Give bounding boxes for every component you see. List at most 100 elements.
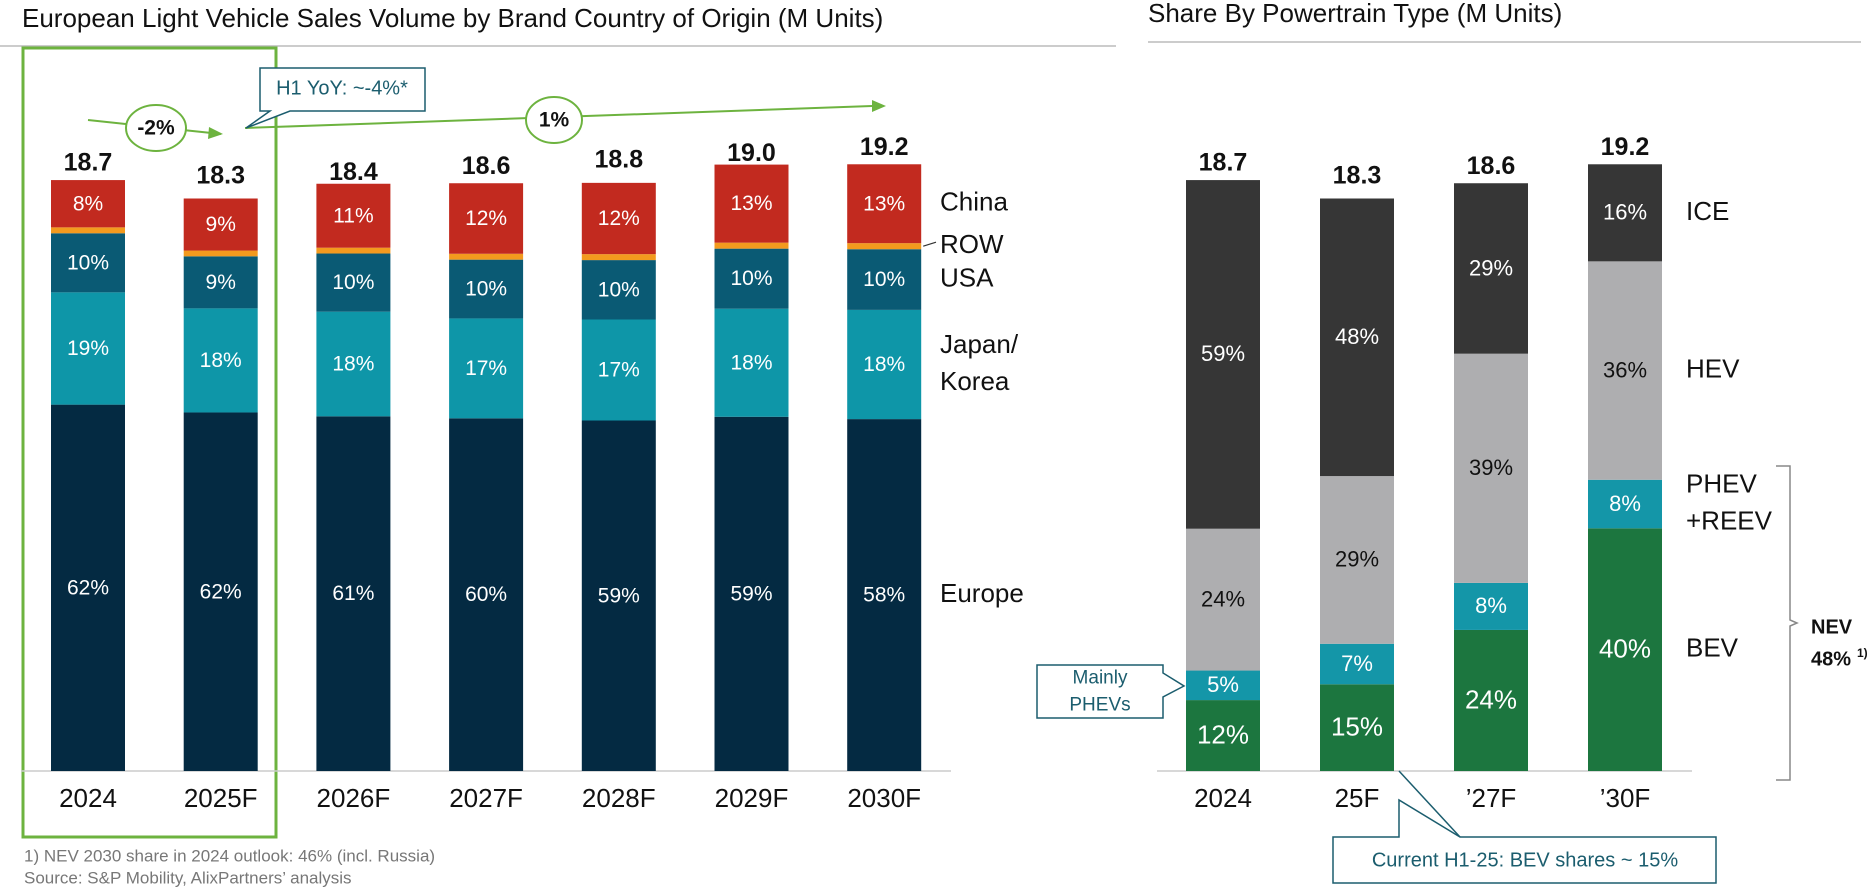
bar-segment: [1454, 183, 1528, 354]
segment-label: 12%: [465, 207, 507, 230]
series-label: ICE: [1686, 196, 1729, 226]
segment-label: 61%: [332, 582, 374, 605]
segment-label: 13%: [863, 192, 905, 215]
segment-label: 18%: [730, 351, 772, 374]
bar-segment: [1186, 700, 1260, 771]
bar-segment: [714, 308, 789, 417]
x-tick-label: 2024: [1194, 783, 1252, 813]
segment-label: 36%: [1603, 357, 1647, 382]
bar-segment: [1588, 261, 1662, 480]
segment-label: 59%: [598, 584, 640, 607]
total-label: 19.2: [860, 133, 909, 161]
segment-label: 9%: [206, 271, 236, 294]
segment-label: 59%: [730, 582, 772, 605]
x-tick-label: 2025F: [184, 783, 258, 813]
bar-segment: [581, 319, 656, 421]
bar-segment: [449, 418, 524, 771]
callout-line: [1398, 770, 1461, 838]
segment-label: 24%: [1201, 586, 1245, 611]
bar-segment: [1454, 582, 1528, 630]
bar-segment: [316, 183, 391, 248]
bar-segment: [714, 242, 789, 249]
x-tick-label: ’27F: [1466, 783, 1517, 813]
bar-segment: [51, 180, 125, 228]
chart-title: Share By Powertrain Type (M Units): [1148, 0, 1562, 28]
chart-title: European Light Vehicle Sales Volume by B…: [22, 3, 883, 33]
total-label: 19.0: [727, 139, 776, 167]
series-label: China: [940, 187, 1008, 217]
nev-label: NEV: [1811, 616, 1853, 638]
segment-label: 18%: [332, 353, 374, 376]
segment-label: 62%: [200, 580, 242, 603]
bar-segment: [449, 183, 524, 254]
segment-label: 12%: [1197, 719, 1249, 749]
bar-segment: [316, 416, 391, 771]
segment-label: 19%: [67, 337, 109, 360]
bar-segment: [51, 233, 125, 293]
bar-segment: [847, 309, 922, 420]
arrow-head: [872, 100, 886, 112]
series-label: USA: [940, 262, 994, 292]
bar-segment: [1454, 629, 1528, 771]
bar-segment: [183, 250, 258, 257]
bar-segment: [51, 292, 125, 405]
bar-segment: [316, 311, 391, 417]
bar-segment: [714, 416, 789, 771]
callout-box: [245, 67, 426, 129]
bar-segment: [183, 256, 258, 309]
total-label: 18.4: [329, 158, 378, 186]
leader-line: [923, 241, 937, 247]
series-label: ROW: [940, 229, 1004, 259]
total-label: 18.7: [1199, 149, 1248, 177]
series-label: HEV: [1686, 353, 1740, 383]
annotation: Current H1-25: BEV shares ~ 15%: [1372, 849, 1678, 871]
annotation: Mainly PHEVs: [1069, 668, 1130, 716]
annotation: -2%: [137, 117, 175, 140]
bar-segment: [183, 308, 258, 413]
bar-segment: [1186, 670, 1260, 701]
bar-segment: [1320, 643, 1394, 685]
bar-segment: [581, 182, 656, 255]
segment-label: 10%: [67, 251, 109, 274]
segment-label: 9%: [206, 213, 236, 236]
bar-segment: [183, 412, 258, 771]
segment-label: 39%: [1469, 455, 1513, 480]
segment-label: 48%: [1335, 324, 1379, 349]
bar-segment: [847, 164, 922, 244]
segment-label: 59%: [1201, 341, 1245, 366]
series-label: Europe: [940, 578, 1024, 608]
bar-segment: [1588, 164, 1662, 262]
x-tick-label: ’30F: [1600, 783, 1651, 813]
annotation: H1 YoY: ~-4%*: [276, 77, 408, 99]
segment-label: 10%: [730, 267, 772, 290]
x-tick-label: 2030F: [847, 783, 921, 813]
bar-segment: [847, 243, 922, 250]
bar-segment: [847, 249, 922, 310]
series-label: PHEV +REEV: [1686, 468, 1773, 535]
footnote: 1) NEV 2030 share in 2024 outlook: 46% (…: [24, 846, 435, 865]
bar-segment: [714, 248, 789, 309]
segment-label: 58%: [863, 584, 905, 607]
bar-segment: [714, 164, 789, 243]
bar-segment: [1588, 528, 1662, 771]
x-tick-label: 25F: [1335, 783, 1380, 813]
segment-label: 10%: [598, 278, 640, 301]
segment-label: 18%: [200, 349, 242, 372]
segment-label: 8%: [1475, 593, 1507, 618]
total-label: 18.6: [1467, 152, 1516, 180]
segment-label: 40%: [1599, 634, 1651, 664]
series-label: Japan/Korea: [940, 329, 1019, 396]
annotation-circle: [125, 104, 187, 152]
total-label: 18.8: [594, 146, 643, 174]
segment-label: 12%: [598, 207, 640, 230]
x-tick-label: 2027F: [449, 783, 523, 813]
arrow-head: [208, 127, 223, 139]
series-label: BEV: [1686, 633, 1739, 663]
segment-label: 15%: [1331, 712, 1383, 742]
segment-label: 11%: [333, 204, 373, 227]
x-tick-label: 2029F: [715, 783, 789, 813]
callout-box: [1332, 798, 1717, 884]
callout-box: [1036, 664, 1186, 719]
segment-label: 5%: [1207, 672, 1239, 697]
